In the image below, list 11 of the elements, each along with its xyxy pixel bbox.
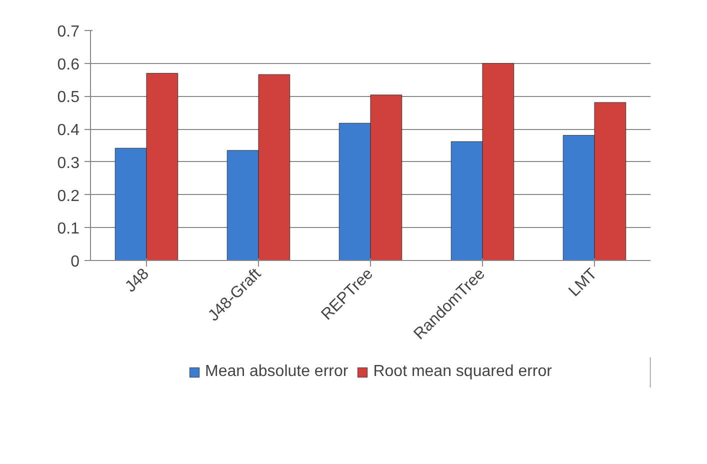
y-tick-label: 0.7: [57, 24, 80, 40]
legend-label: Mean absolute error: [205, 363, 348, 381]
y-tick-label: 0.2: [57, 188, 80, 205]
y-tick-label: 0: [70, 254, 80, 270]
x-tick-label: J48: [122, 265, 153, 296]
y-tick-label: 0.3: [57, 154, 80, 172]
y-tick-label: 0.6: [57, 56, 80, 74]
y-tick-label: 0.4: [57, 122, 80, 140]
y-tick-label: 0.5: [57, 89, 80, 106]
legend-label: Root mean squared error: [373, 363, 552, 381]
y-tick-label: 0.1: [57, 220, 80, 238]
